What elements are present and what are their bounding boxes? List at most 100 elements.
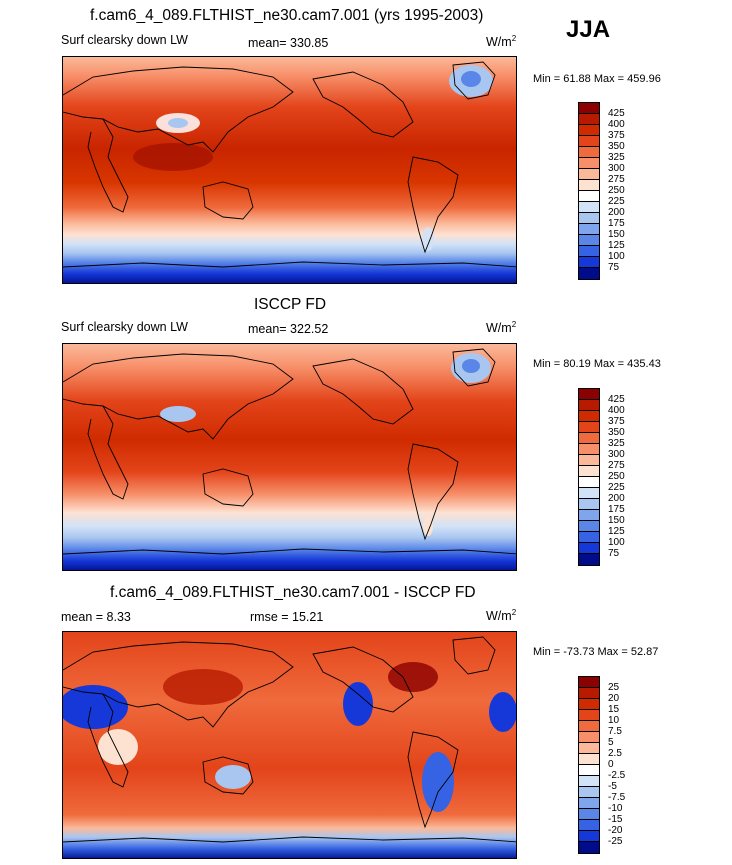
panel-3-swatch-9 — [579, 765, 599, 776]
panel-3-title: f.cam6_4_089.FLTHIST_ne30.cam7.001 - ISC… — [110, 584, 476, 601]
california-negative-bias — [343, 682, 373, 726]
panel-2-tick-3: 375 — [608, 416, 625, 427]
panel-1-swatch-9 — [579, 191, 599, 202]
panel-2-swatch-10 — [579, 488, 599, 499]
panel-3-tick-14: -20 — [608, 825, 623, 836]
panel-3-swatch-4 — [579, 710, 599, 721]
panel-1-swatch-3 — [579, 125, 599, 136]
panel-2-tick-5: 325 — [608, 438, 625, 449]
panel-3-swatch-11 — [579, 787, 599, 798]
panel-2-swatch-5 — [579, 433, 599, 444]
panel-2-swatch-15 — [579, 543, 599, 554]
warm-pool-region — [133, 143, 213, 171]
panel-2-map — [62, 343, 517, 571]
panel-1-swatch-7 — [579, 169, 599, 180]
panel-2-map-field — [63, 344, 516, 570]
panel-1-tick-2: 400 — [608, 119, 625, 130]
panel-1-tick-10: 200 — [608, 207, 625, 218]
panel-2-colorbar — [578, 388, 600, 566]
panel-3-colorbar — [578, 676, 600, 854]
panel-2-swatch-12 — [579, 510, 599, 521]
panel-2-tick-14: 100 — [608, 537, 625, 548]
panel-3-swatch-5 — [579, 721, 599, 732]
season-label: JJA — [566, 16, 611, 43]
south-america-negative-bias — [422, 752, 454, 812]
panel-1-coastlines — [63, 61, 516, 268]
panel-1-map-field — [63, 57, 516, 283]
panel-1-tick-3: 375 — [608, 130, 625, 141]
greenland-core — [461, 71, 481, 87]
andes-cold-region — [423, 516, 433, 536]
panel-3-swatch-6 — [579, 732, 599, 743]
panel-1-tick-11: 175 — [608, 218, 625, 229]
panel-2-swatch-9 — [579, 477, 599, 488]
panel-3-swatch-10 — [579, 776, 599, 787]
panel-3-tick-9: -2.5 — [608, 770, 626, 781]
panel-3-tick-7: 2.5 — [608, 748, 622, 759]
panel-1-tick-6: 300 — [608, 163, 625, 174]
panel-2-swatch-13 — [579, 521, 599, 532]
panel-3-coastlines — [63, 636, 516, 843]
panel-1-tick-4: 350 — [608, 141, 625, 152]
panel-1-tick-7: 275 — [608, 174, 625, 185]
asia-positive-bias — [163, 669, 243, 705]
panel-3-tick-6: 5 — [608, 737, 614, 748]
panel-3-swatch-15 — [579, 831, 599, 842]
panel-2-swatch-16 — [579, 554, 599, 565]
panel-3-map — [62, 631, 517, 859]
panel-2-swatch-7 — [579, 455, 599, 466]
tibet-plateau-cold-region — [160, 406, 196, 422]
panel-3-tick-10: -5 — [608, 781, 617, 792]
panel-2-variable-label: Surf clearsky down LW — [61, 320, 188, 334]
panel-2-title: ISCCP FD — [254, 296, 327, 313]
panel-1-tick-8: 250 — [608, 185, 625, 196]
panel-3-tick-2: 20 — [608, 693, 620, 704]
panel-2-swatch-6 — [579, 444, 599, 455]
panel-3-tick-1: 25 — [608, 682, 620, 693]
panel-3-tick-13: -15 — [608, 814, 623, 825]
panel-1-tick-1: 425 — [608, 108, 625, 119]
panel-1-swatch-14 — [579, 246, 599, 257]
panel-2-swatch-8 — [579, 466, 599, 477]
panel-1-tick-13: 125 — [608, 240, 625, 251]
panel-3-rmse-label: rmse = 15.21 — [250, 610, 324, 624]
panel-1-tick-12: 150 — [608, 229, 625, 240]
panel-2-tick-10: 200 — [608, 493, 625, 504]
panel-1-tick-14: 100 — [608, 251, 625, 262]
panel-2-tick-11: 175 — [608, 504, 625, 515]
panel-1-swatch-5 — [579, 147, 599, 158]
panel-2-tick-9: 225 — [608, 482, 625, 493]
panel-1-colorbar — [578, 102, 600, 280]
panel-1-mean-label: mean= 330.85 — [248, 36, 329, 50]
panel-3-minmax: Min = -73.73 Max = 52.87 — [533, 646, 659, 658]
panel-3-swatch-7 — [579, 743, 599, 754]
panel-2-tick-7: 275 — [608, 460, 625, 471]
panel-1-swatch-10 — [579, 202, 599, 213]
panel-2-tick-6: 300 — [608, 449, 625, 460]
panel-3-mean-label: mean = 8.33 — [61, 610, 131, 624]
panel-2-tick-12: 150 — [608, 515, 625, 526]
panel-2-swatch-11 — [579, 499, 599, 510]
panel-1-variable-label: Surf clearsky down LW — [61, 33, 188, 47]
panel-2-tick-2: 400 — [608, 405, 625, 416]
panel-3-swatch-2 — [579, 688, 599, 699]
panel-2-tick-1: 425 — [608, 394, 625, 405]
panel-2-swatch-4 — [579, 422, 599, 433]
africa-neutral-bias — [98, 729, 138, 765]
panel-3-tick-12: -10 — [608, 803, 623, 814]
panel-1-tick-9: 225 — [608, 196, 625, 207]
panel-1-swatch-8 — [579, 180, 599, 191]
panel-2-tick-4: 350 — [608, 427, 625, 438]
panel-1-title: f.cam6_4_089.FLTHIST_ne30.cam7.001 (yrs … — [90, 7, 484, 24]
panel-1-tick-5: 325 — [608, 152, 625, 163]
panel-3-tick-3: 15 — [608, 704, 620, 715]
panel-2-swatch-1 — [579, 389, 599, 400]
panel-2-swatch-3 — [579, 411, 599, 422]
panel-1-swatch-13 — [579, 235, 599, 246]
north-atlantic-negative-bias — [489, 692, 516, 732]
panel-3-map-field — [63, 632, 516, 858]
panel-2-minmax: Min = 80.19 Max = 435.43 — [533, 358, 661, 370]
panel-1-swatch-1 — [579, 103, 599, 114]
panel-1-swatch-2 — [579, 114, 599, 125]
panel-2-tick-13: 125 — [608, 526, 625, 537]
